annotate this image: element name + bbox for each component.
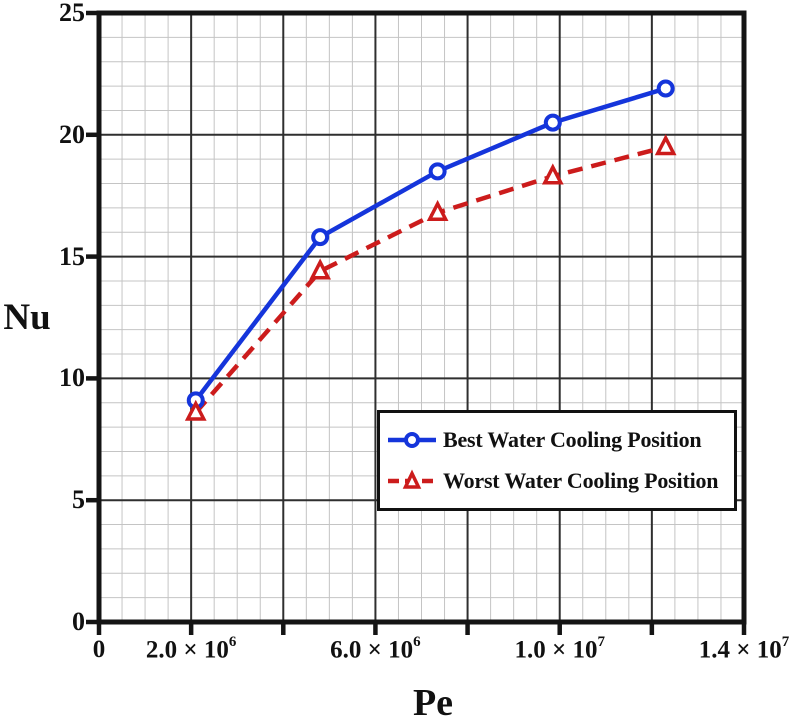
legend-swatch-worst-line-triangle-icon xyxy=(388,469,436,489)
data-point-triangle xyxy=(426,199,449,222)
data-point-circle xyxy=(311,228,330,247)
y-tick-label-20: 20 xyxy=(59,119,85,149)
data-point-triangle xyxy=(309,258,332,280)
legend-swatch-circle xyxy=(404,432,420,449)
legend-swatch-triangle xyxy=(402,469,422,489)
legend-swatch-best-line-circle-icon xyxy=(388,432,436,449)
x-tick-label-2: 6.0 × 106 xyxy=(330,634,421,664)
x-axis-title: Pe xyxy=(412,682,454,724)
data-point-circle xyxy=(428,162,447,181)
legend: Best Water Cooling Position Worst Water … xyxy=(377,410,737,511)
legend-item-worst: Worst Water Cooling Position xyxy=(387,468,734,494)
data-point-triangle xyxy=(541,163,564,185)
data-point-circle xyxy=(543,113,562,132)
x-tick-label-3: 1.0 × 107 xyxy=(514,634,605,664)
plot-border xyxy=(96,10,747,625)
data-point-circle xyxy=(656,79,675,98)
y-axis-title: Nu xyxy=(3,297,51,338)
series-line-1 xyxy=(194,144,667,414)
y-tick-label-15: 15 xyxy=(59,241,85,271)
data-point-triangle xyxy=(184,399,207,421)
x-tick-label-1: 2.0 × 106 xyxy=(145,634,237,664)
x-tick-exponent: 7 xyxy=(597,634,605,650)
legend-item-best: Best Water Cooling Position xyxy=(387,427,734,453)
data-point-triangle xyxy=(654,134,677,156)
x-tick-label-4: 1.4 × 107 xyxy=(698,634,790,664)
y-tick-label-0: 0 xyxy=(72,607,85,636)
y-tick-label-5: 5 xyxy=(72,485,85,515)
legend-label-best: Best Water Cooling Position xyxy=(443,427,702,453)
y-tick-label-10: 10 xyxy=(59,363,85,393)
x-tick-exponent: 6 xyxy=(228,634,237,650)
x-tick-label-0: 0 xyxy=(92,636,106,663)
x-tick-exponent: 7 xyxy=(781,634,790,650)
x-tick-exponent: 6 xyxy=(413,634,421,650)
y-tick-label-25: 25 xyxy=(59,0,85,27)
legend-label-worst: Worst Water Cooling Position xyxy=(443,467,719,493)
